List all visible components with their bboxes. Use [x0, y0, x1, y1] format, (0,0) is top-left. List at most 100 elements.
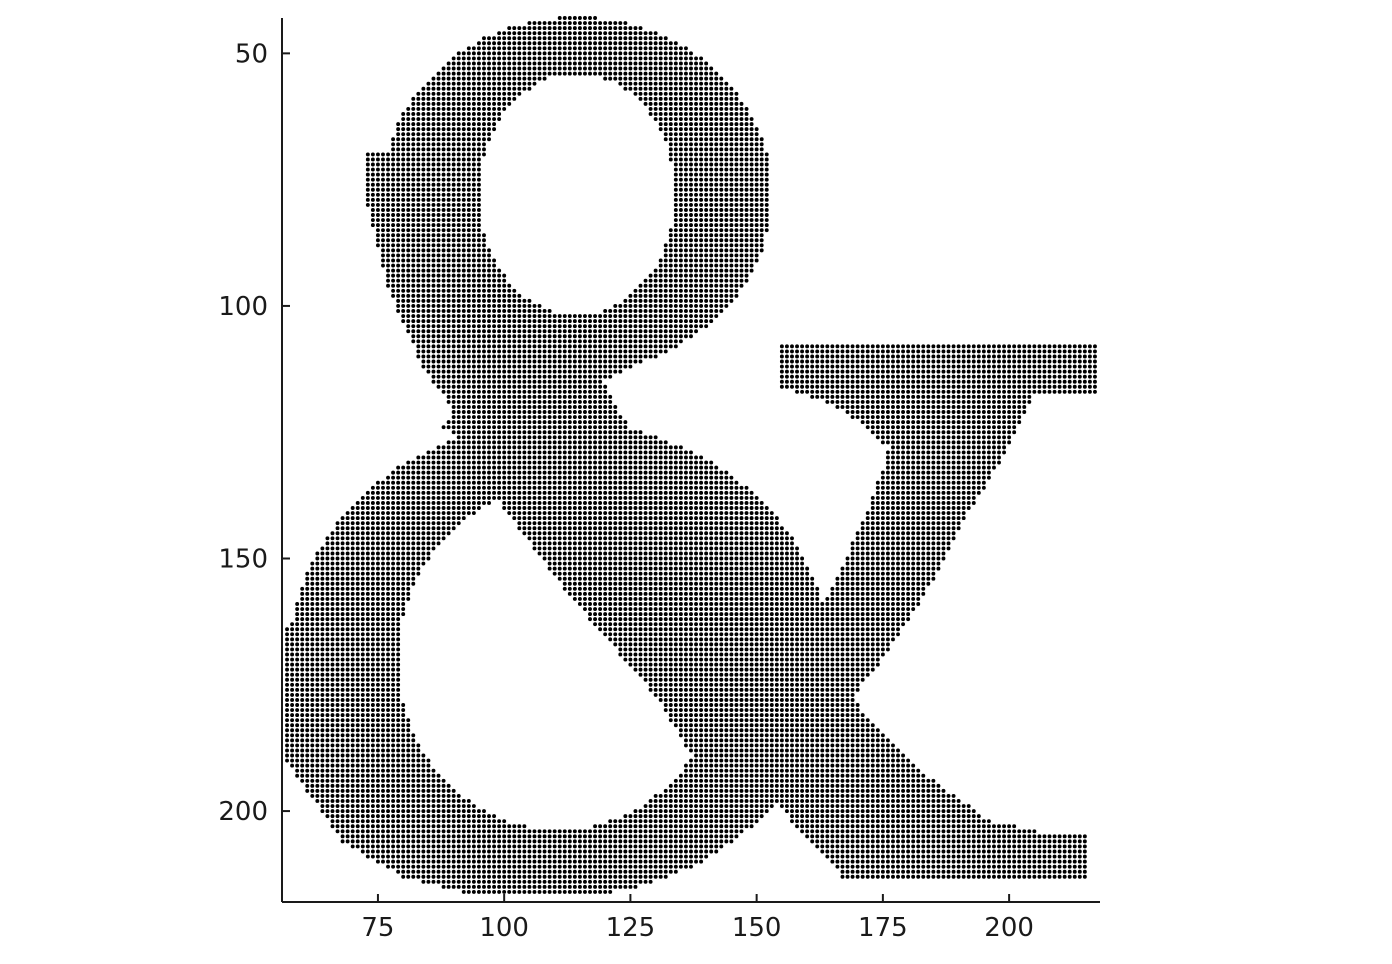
data-point [658, 293, 663, 298]
data-point [482, 96, 486, 101]
data-point [689, 172, 693, 177]
data-point [522, 460, 527, 465]
data-point [411, 324, 416, 329]
data-point [466, 410, 471, 414]
data-point [436, 319, 441, 324]
data-point [593, 354, 598, 359]
data-point [850, 405, 855, 409]
data-point [456, 309, 461, 313]
data-point [754, 142, 759, 147]
data-point [492, 420, 497, 425]
data-point [779, 369, 784, 374]
data-point [830, 389, 835, 394]
data-point [577, 460, 582, 465]
data-point [941, 384, 946, 389]
data-point [734, 96, 739, 101]
data-point [557, 420, 562, 425]
data-point [466, 66, 471, 71]
data-point [562, 344, 567, 349]
data-point [638, 298, 643, 303]
data-point [416, 283, 421, 288]
data-point [684, 152, 688, 157]
data-point [976, 364, 981, 369]
data-point [1093, 364, 1097, 369]
data-point [542, 420, 547, 425]
data-point [719, 213, 724, 217]
data-point [391, 248, 396, 253]
data-point [694, 66, 698, 71]
data-point [1082, 384, 1087, 389]
data-point [684, 91, 688, 96]
data-point [860, 359, 865, 364]
data-point [527, 61, 532, 66]
data-point [542, 369, 547, 374]
data-point [497, 389, 502, 394]
data-point [931, 359, 936, 364]
data-point [572, 334, 577, 339]
data-point [1067, 384, 1072, 389]
data-point [547, 46, 552, 51]
data-point [997, 445, 1001, 450]
data-point [588, 61, 592, 66]
data-point [840, 405, 845, 409]
data-point [588, 349, 592, 354]
data-point [840, 399, 845, 404]
data-point [567, 445, 572, 450]
data-point [577, 405, 582, 409]
data-point [714, 96, 719, 101]
data-point [663, 309, 668, 313]
data-point [446, 314, 451, 318]
data-point [673, 167, 678, 172]
data-point [668, 127, 673, 132]
data-point [497, 278, 502, 283]
data-point [931, 435, 936, 440]
data-point [386, 238, 390, 243]
data-point [370, 213, 375, 217]
data-point [971, 440, 976, 445]
data-point [678, 465, 683, 470]
data-point [562, 410, 567, 414]
data-point [603, 46, 608, 51]
data-point [502, 369, 507, 374]
data-point [421, 268, 426, 273]
data-point [694, 258, 698, 263]
data-point [865, 394, 870, 399]
data-point [653, 76, 658, 81]
data-point [487, 425, 491, 430]
data-point [492, 76, 497, 81]
data-point [678, 309, 683, 313]
data-point [476, 379, 481, 384]
data-point [471, 394, 476, 399]
data-point [441, 81, 446, 86]
data-point [517, 31, 522, 36]
data-point [668, 51, 673, 56]
data-point [411, 319, 416, 324]
data-point [527, 71, 532, 76]
data-point [391, 233, 396, 238]
data-point [976, 389, 981, 394]
data-point [567, 56, 572, 61]
data-point [754, 208, 759, 212]
data-point [714, 137, 719, 142]
data-point [891, 460, 895, 465]
data-point [532, 374, 537, 379]
data-point [416, 208, 421, 212]
data-point [689, 450, 693, 455]
data-point [941, 344, 946, 349]
data-point [461, 182, 466, 187]
data-point [739, 162, 744, 167]
data-point [492, 445, 497, 450]
data-point [673, 268, 678, 273]
data-point [396, 122, 401, 127]
data-point [537, 31, 542, 36]
data-point [1012, 430, 1017, 435]
data-point [426, 319, 431, 324]
data-point [931, 460, 936, 465]
data-point [557, 374, 562, 379]
data-point [643, 288, 648, 293]
data-point [517, 425, 522, 430]
data-point [901, 460, 906, 465]
data-point [487, 56, 491, 61]
data-point [562, 349, 567, 354]
data-point [466, 329, 471, 334]
